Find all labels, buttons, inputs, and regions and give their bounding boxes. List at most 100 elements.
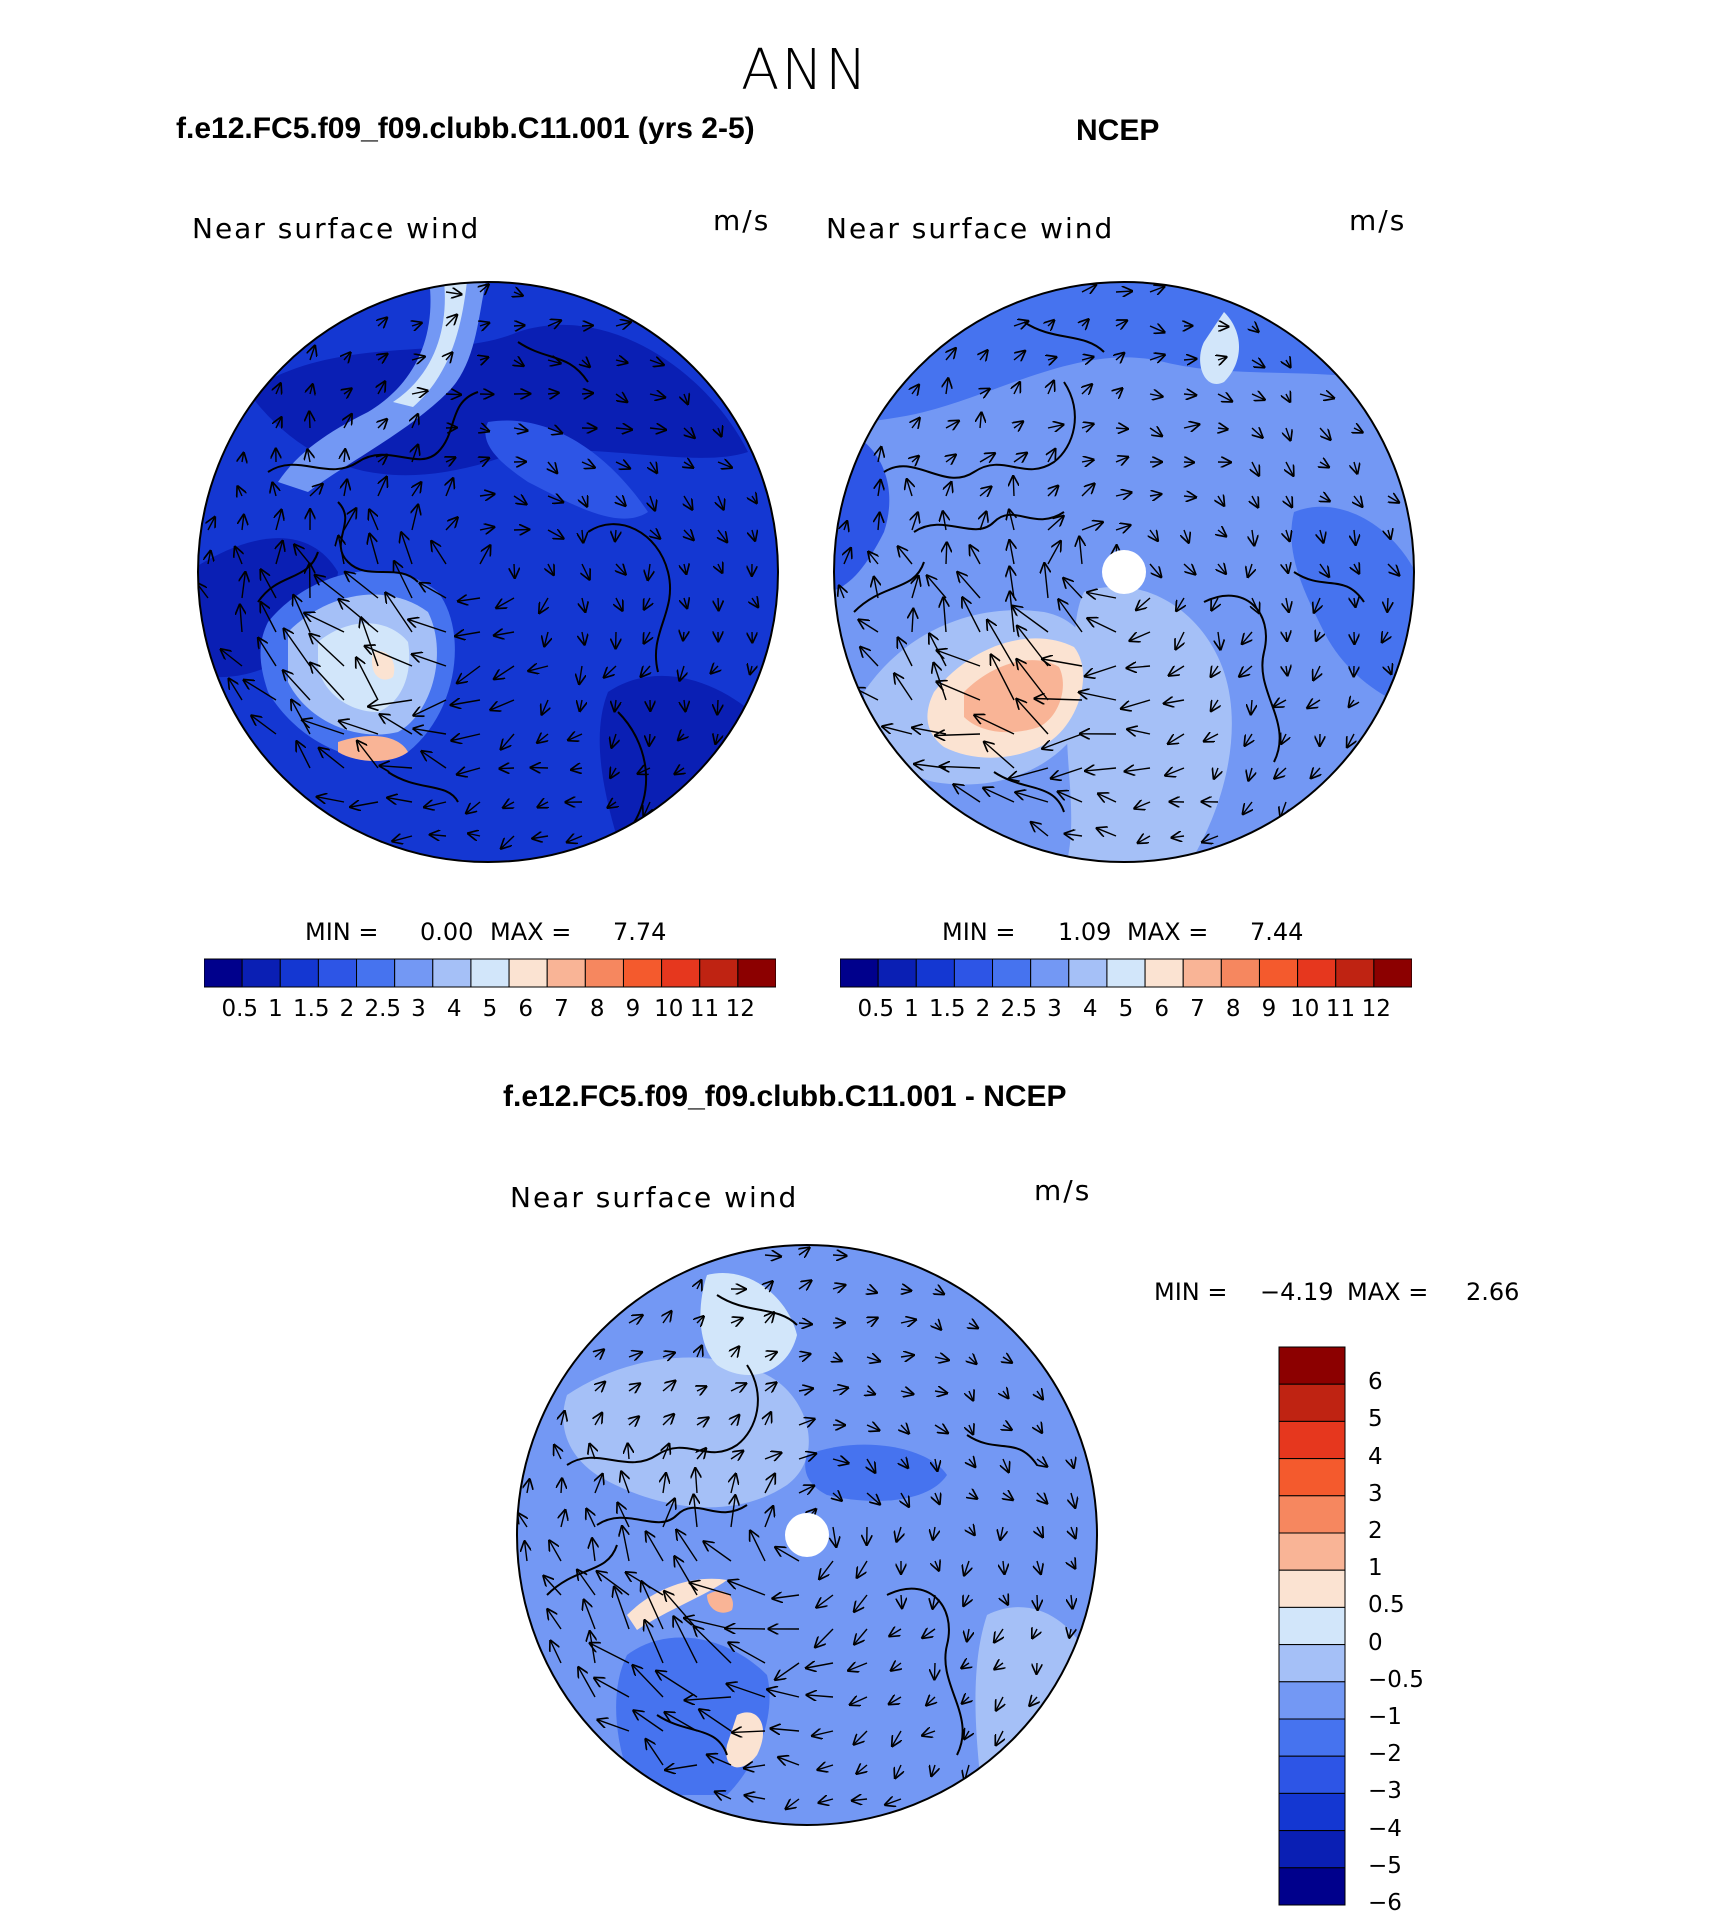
colorbar-tick-label: 5 <box>483 996 498 1022</box>
wind-vector <box>514 325 524 326</box>
colorbar-swatch <box>916 959 954 987</box>
wind-vector <box>718 598 719 610</box>
colorbar-swatch <box>1279 1459 1345 1496</box>
colorbar-swatch <box>585 959 623 987</box>
colorbar-tick-label: −6 <box>1368 1890 1402 1916</box>
colorbar-swatch <box>1031 959 1069 987</box>
colorbar-swatch <box>1259 959 1297 987</box>
obs-min-label: MIN = <box>942 918 1015 946</box>
colorbar-tick-label: 3 <box>1047 996 1062 1022</box>
model-units-label: m/s <box>713 204 770 237</box>
wind-vector <box>1387 598 1388 611</box>
colorbar-tick-label: 8 <box>1226 996 1241 1022</box>
colorbar-swatch <box>993 959 1031 987</box>
colorbar-swatch <box>878 959 916 987</box>
colorbar-swatch <box>1069 959 1107 987</box>
colorbar-tick-label: 4 <box>1368 1444 1383 1470</box>
colorbar-swatch <box>547 959 585 987</box>
model-polar-map <box>188 272 788 872</box>
colorbar-tick-label: 11 <box>1326 996 1355 1022</box>
model-colorbar <box>204 958 776 990</box>
colorbar-tick-label: 0.5 <box>221 996 258 1022</box>
wind-vector <box>309 412 310 428</box>
colorbar-tick-label: −1 <box>1368 1704 1402 1730</box>
colorbar-tick-label: 9 <box>1262 996 1277 1022</box>
colorbar-swatch <box>204 959 242 987</box>
diff-max-label: MAX = <box>1347 1278 1428 1306</box>
colorbar-tick-label: 6 <box>1154 996 1169 1022</box>
colorbar-tick-label: 7 <box>1190 996 1205 1022</box>
wind-vector <box>1013 476 1014 496</box>
colorbar-swatch <box>242 959 280 987</box>
colorbar-swatch <box>1279 1719 1345 1756</box>
wind-vector <box>1218 326 1228 327</box>
diff-colorbar <box>1278 1346 1348 1906</box>
model-max-value: 7.74 <box>613 918 666 946</box>
colorbar-tick-label: 9 <box>626 996 641 1022</box>
colorbar-tick-label: −5 <box>1368 1853 1402 1879</box>
colorbar-tick-label: 5 <box>1368 1406 1383 1432</box>
colorbar-swatch <box>1279 1868 1345 1905</box>
obs-max-value: 7.44 <box>1250 918 1303 946</box>
colorbar-tick-label: 2.5 <box>364 996 401 1022</box>
colorbar-swatch <box>1279 1831 1345 1868</box>
wind-vector <box>726 1628 765 1629</box>
colorbar-swatch <box>1279 1682 1345 1719</box>
wind-vector <box>1037 1663 1038 1674</box>
colorbar-tick-label: 1 <box>1368 1555 1383 1581</box>
colorbar-tick-label: 10 <box>654 996 683 1022</box>
wind-vector <box>934 1663 935 1679</box>
colorbar-tick-label: 12 <box>1362 996 1391 1022</box>
obs-min-value: 1.09 <box>1058 918 1111 946</box>
colorbar-tick-label: 3 <box>411 996 426 1022</box>
model-max-label: MAX = <box>490 918 571 946</box>
wind-vector <box>514 564 515 578</box>
colorbar-swatch <box>1279 1384 1345 1421</box>
wind-vector <box>446 394 461 395</box>
obs-case-title: NCEP <box>1076 114 1159 148</box>
diff-min-label: MIN = <box>1154 1278 1227 1306</box>
colorbar-tick-label: 3 <box>1368 1481 1383 1507</box>
wind-vector <box>1116 428 1128 429</box>
colorbar-swatch <box>1221 959 1259 987</box>
colorbar-tick-label: 6 <box>1368 1369 1383 1395</box>
colorbar-tick-label: −2 <box>1368 1741 1402 1767</box>
wind-vector <box>1286 632 1287 641</box>
colorbar-swatch <box>1279 1645 1345 1682</box>
colorbar-swatch <box>1298 959 1336 987</box>
main-title: ANN <box>0 38 1610 103</box>
model-case-title: f.e12.FC5.f09_f09.clubb.C11.001 (yrs 2-5… <box>176 112 755 146</box>
colorbar-tick-label: 2 <box>340 996 355 1022</box>
colorbar-tick-label: 1 <box>268 996 283 1022</box>
diff-max-value: 2.66 <box>1466 1278 1519 1306</box>
colorbar-tick-label: 11 <box>690 996 719 1022</box>
obs-units-label: m/s <box>1349 204 1406 237</box>
colorbar-swatch <box>1279 1533 1345 1570</box>
colorbar-swatch <box>1279 1570 1345 1607</box>
colorbar-swatch <box>623 959 661 987</box>
colorbar-swatch <box>1279 1347 1345 1384</box>
colorbar-swatch <box>700 959 738 987</box>
model-min-label: MIN = <box>305 918 378 946</box>
wind-vector <box>582 326 592 327</box>
colorbar-swatch <box>395 959 433 987</box>
model-variable-label: Near surface wind <box>192 212 480 245</box>
wind-vector <box>615 530 616 541</box>
wind-vector <box>582 393 593 394</box>
colorbar-swatch <box>318 959 356 987</box>
colorbar-swatch <box>509 959 547 987</box>
wind-vector <box>833 1255 846 1256</box>
colorbar-swatch <box>357 959 395 987</box>
colorbar-tick-label: 2.5 <box>1000 996 1037 1022</box>
colorbar-tick-label: 10 <box>1290 996 1319 1022</box>
colorbar-tick-label: 5 <box>1119 996 1134 1022</box>
colorbar-tick-label: 4 <box>447 996 462 1022</box>
colorbar-swatch <box>738 959 776 987</box>
colorbar-swatch <box>280 959 318 987</box>
colorbar-swatch <box>662 959 700 987</box>
colorbar-tick-label: 1.5 <box>293 996 330 1022</box>
colorbar-swatch <box>1107 959 1145 987</box>
colorbar-swatch <box>1279 1496 1345 1533</box>
wind-vector <box>561 1479 562 1493</box>
wind-vector <box>514 530 529 531</box>
